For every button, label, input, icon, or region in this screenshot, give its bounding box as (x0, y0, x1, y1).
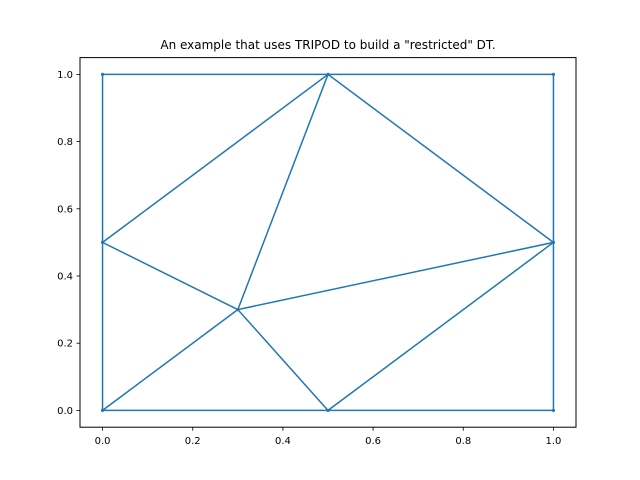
axes-frame (79, 57, 577, 428)
y-tick-label-4: 0.8 (57, 137, 73, 148)
x-tick-label-0: 0.0 (95, 436, 111, 447)
vertex-2 (551, 408, 556, 412)
x-tick-label-3: 0.6 (365, 436, 381, 447)
axis-ticks: 0.0 0.2 0.4 0.6 0.8 1.0 0.0 0.2 0.4 0.6 0.8 1.0 (57, 70, 561, 447)
edge-14 (326, 73, 555, 244)
vertex-1 (326, 408, 330, 412)
y-tick-label-5: 1.0 (57, 70, 73, 81)
edge-15 (326, 241, 555, 412)
edge-12 (236, 73, 329, 311)
y-tick-label-1: 0.2 (57, 339, 73, 350)
x-tick-label-2: 0.4 (275, 436, 291, 447)
x-tick-label-5: 1.0 (546, 436, 562, 447)
vertex-8 (551, 72, 556, 76)
vertex-5 (551, 240, 556, 244)
y-tick-label-0: 0.0 (57, 406, 73, 417)
vertex-7 (326, 72, 330, 76)
plot-area (100, 72, 556, 412)
x-tick-label-1: 0.2 (185, 436, 201, 447)
y-tick-label-3: 0.6 (57, 204, 73, 215)
x-tick-label-4: 0.8 (455, 436, 471, 447)
edge-8 (101, 73, 330, 244)
edge-9 (101, 241, 239, 311)
edge-11 (236, 308, 330, 412)
edge-13 (236, 241, 555, 311)
vertex-0 (100, 408, 105, 412)
edge-10 (101, 308, 239, 412)
y-tick-label-2: 0.4 (57, 272, 73, 283)
vertex-4 (236, 308, 240, 312)
chart-title: An example that uses TRIPOD to build a "… (160, 38, 495, 52)
vertex-6 (100, 72, 105, 76)
vertex-3 (100, 240, 105, 244)
